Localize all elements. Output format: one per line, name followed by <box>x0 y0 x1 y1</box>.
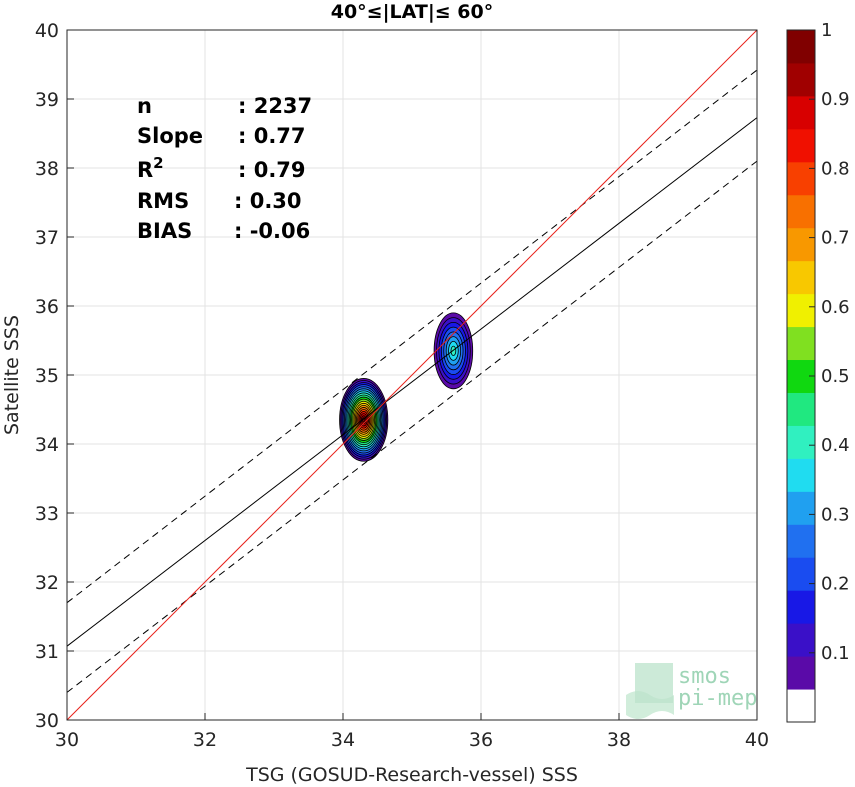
colorbar-band <box>787 128 815 163</box>
y-tick-label: 30 <box>35 710 59 732</box>
colorbar-tick-label: 0.9 <box>821 89 850 110</box>
statistics-box: n : 2237 Slope : 0.77 R2 : 0.79 RMS : 0.30 BIAS:… <box>137 94 312 243</box>
colorbar-tick-label: 1 <box>821 20 832 41</box>
colorbar-band <box>787 689 815 723</box>
stat-label: RMS <box>137 189 189 213</box>
colorbar-tick-label: 0.7 <box>821 228 850 249</box>
x-tick-label: 30 <box>55 729 79 751</box>
colorbar-tick-labels: 0.1 0.2 0.3 0.4 0.5 0.6 0.7 0.8 0.9 1 <box>809 20 850 664</box>
colorbar-band <box>787 557 815 591</box>
colorbar-band <box>787 524 815 558</box>
colorbar-band <box>787 590 815 624</box>
colorbar-band <box>787 260 815 295</box>
y-tick-label: 36 <box>35 296 59 318</box>
colorbar-band <box>787 491 815 525</box>
colorbar-band <box>787 425 815 459</box>
x-axis-label: TSG (GOSUD-Research-vessel) SSS <box>245 764 578 786</box>
colorbar-band <box>787 623 815 657</box>
colorbar-band <box>787 293 815 328</box>
x-tick-labels: 30 32 34 36 38 40 <box>55 729 769 751</box>
lower-bound-line <box>66 160 758 693</box>
y-tick-label: 34 <box>35 434 59 456</box>
x-tick-label: 40 <box>745 729 769 751</box>
identity-line <box>66 29 758 721</box>
stat-value: : 2237 <box>238 94 312 118</box>
y-axis-label: Satellite SSS <box>1 315 23 435</box>
axes-frame <box>66 29 758 721</box>
y-tick-label: 35 <box>35 365 59 387</box>
colorbar-band <box>787 392 815 426</box>
colorbar-tick-label: 0.4 <box>821 435 850 456</box>
y-tick-label: 39 <box>35 89 59 111</box>
density-contours <box>339 312 474 462</box>
colorbar-band <box>787 30 815 64</box>
colorbar-band <box>787 62 815 97</box>
logo-text-line2: pi-mep <box>678 686 757 711</box>
stat-label: Slope <box>137 124 203 148</box>
x-tick-label: 34 <box>331 729 355 751</box>
stat-label: BIAS <box>137 219 192 243</box>
logo-text-line1: smos <box>678 664 731 689</box>
colorbar-tick-label: 0.6 <box>821 297 850 318</box>
colorbar-band <box>787 95 815 130</box>
colorbar-band <box>787 161 815 196</box>
stat-superscript: 2 <box>153 154 163 172</box>
stat-value: : 0.77 <box>238 124 306 148</box>
colorbar-band <box>787 458 815 492</box>
colorbar-tick-label: 0.3 <box>821 504 850 525</box>
colorbar-tick-label: 0.2 <box>821 574 850 595</box>
x-tick-label: 32 <box>193 729 217 751</box>
chart-title: 40°≤|LAT|≤ 60° <box>331 1 494 23</box>
stat-value: : 0.30 <box>234 189 302 213</box>
y-tick-label: 32 <box>35 572 59 594</box>
fit-lines <box>66 29 758 721</box>
y-tick-label: 38 <box>35 158 59 180</box>
colorbar-band <box>787 194 815 229</box>
stat-label: R2 <box>137 154 164 182</box>
y-tick-label: 33 <box>35 503 59 525</box>
colorbar-band <box>787 227 815 262</box>
colorbar <box>787 30 815 723</box>
colorbar-tick-label: 0.8 <box>821 158 850 179</box>
y-tick-label: 31 <box>35 641 59 663</box>
density-contour <box>450 345 457 356</box>
y-tick-label: 37 <box>35 227 59 249</box>
colorbar-tick-label: 0.5 <box>821 366 850 387</box>
stat-value: : -0.06 <box>234 219 310 243</box>
colorbar-tick-label: 0.1 <box>821 643 850 664</box>
colorbar-band <box>787 326 815 361</box>
stat-label: n <box>137 94 152 118</box>
y-tick-labels: 30 31 32 33 34 35 36 37 38 39 40 <box>35 20 59 732</box>
upper-bound-line <box>66 69 758 604</box>
colorbar-band <box>787 656 815 690</box>
x-tick-label: 36 <box>469 729 493 751</box>
smos-pimep-logo: smos pi-mep <box>626 663 757 719</box>
y-tick-label: 40 <box>35 20 59 42</box>
stat-value: : 0.79 <box>238 158 306 182</box>
x-tick-label: 38 <box>607 729 631 751</box>
regression-line <box>66 117 758 647</box>
